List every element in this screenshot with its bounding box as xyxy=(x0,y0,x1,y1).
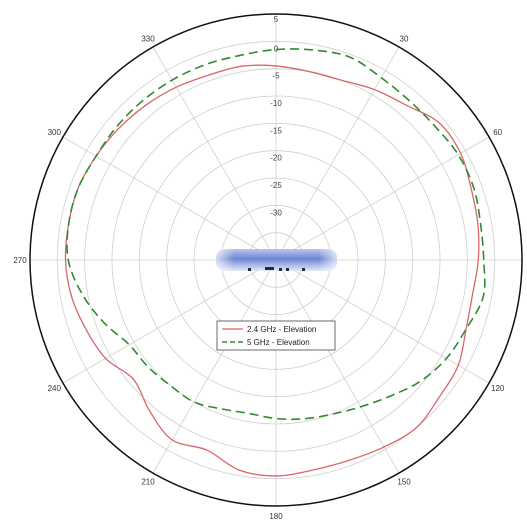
legend-label-2.4ghz: 2.4 GHz - Elevation xyxy=(247,325,316,334)
radial-tick-label: -30 xyxy=(270,208,282,217)
radial-tick-label: 5 xyxy=(274,15,279,24)
angle-label: 180 xyxy=(269,512,283,520)
access-point-image xyxy=(216,249,337,271)
angle-label: 300 xyxy=(48,128,62,137)
series-layer xyxy=(64,48,486,477)
angle-labels: 30 60 120 150 180 210 240 270 300 330 xyxy=(13,34,505,520)
legend: 2.4 GHz - Elevation 5 GHz - Elevation xyxy=(216,320,336,351)
plot-border xyxy=(29,13,523,507)
angle-label: 30 xyxy=(400,34,409,43)
angle-label: 120 xyxy=(491,384,505,393)
grid-spoke xyxy=(275,259,490,384)
radial-tick-label: -15 xyxy=(270,126,282,135)
series-line xyxy=(66,48,486,421)
radial-tick-label: -5 xyxy=(272,72,280,81)
legend-box xyxy=(216,320,336,351)
angle-label: 330 xyxy=(141,34,155,43)
angle-label: 270 xyxy=(13,256,27,265)
grid-spoke xyxy=(275,46,400,261)
radial-tick-label: -10 xyxy=(270,99,282,108)
angle-label: 210 xyxy=(141,478,155,487)
grid-spoke xyxy=(275,259,400,474)
radial-tick-label: -25 xyxy=(270,181,282,190)
angle-label: 150 xyxy=(397,478,411,487)
legend-label-5ghz: 5 GHz - Elevation xyxy=(247,338,310,347)
grid-spoke xyxy=(152,46,277,261)
grid-spoke xyxy=(62,136,277,261)
angle-label: 60 xyxy=(493,128,502,137)
grid-spoke xyxy=(275,136,490,261)
grid-spoke xyxy=(62,259,277,384)
radial-tick-label: -20 xyxy=(270,154,282,163)
angle-label: 240 xyxy=(48,384,62,393)
grid-spoke xyxy=(152,259,277,474)
